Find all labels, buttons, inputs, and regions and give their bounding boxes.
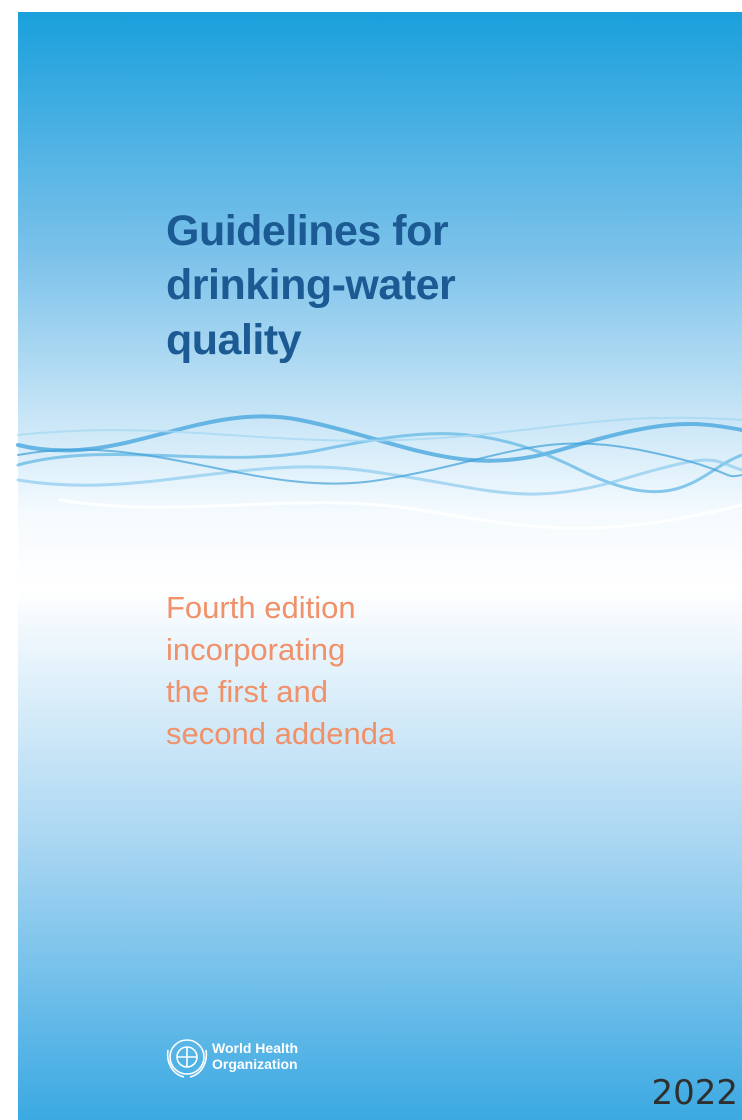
- title-line: quality: [166, 316, 302, 364]
- title-line: Guidelines for: [166, 207, 449, 255]
- year: 2022: [651, 1073, 738, 1113]
- subtitle-line: incorporating: [166, 632, 345, 667]
- subtitle-line: the first and: [166, 674, 328, 709]
- title-line: drinking-water: [166, 261, 456, 309]
- cover-background: [18, 12, 742, 1120]
- publisher-line: World Health: [212, 1040, 298, 1056]
- subtitle-line: Fourth edition: [166, 590, 356, 625]
- book-cover: Guidelines for drinking-water quality Fo…: [0, 0, 742, 1120]
- publisher-line: Organization: [212, 1056, 298, 1072]
- page: Guidelines for drinking-water quality Fo…: [0, 0, 742, 1120]
- subtitle-line: second addenda: [166, 716, 396, 751]
